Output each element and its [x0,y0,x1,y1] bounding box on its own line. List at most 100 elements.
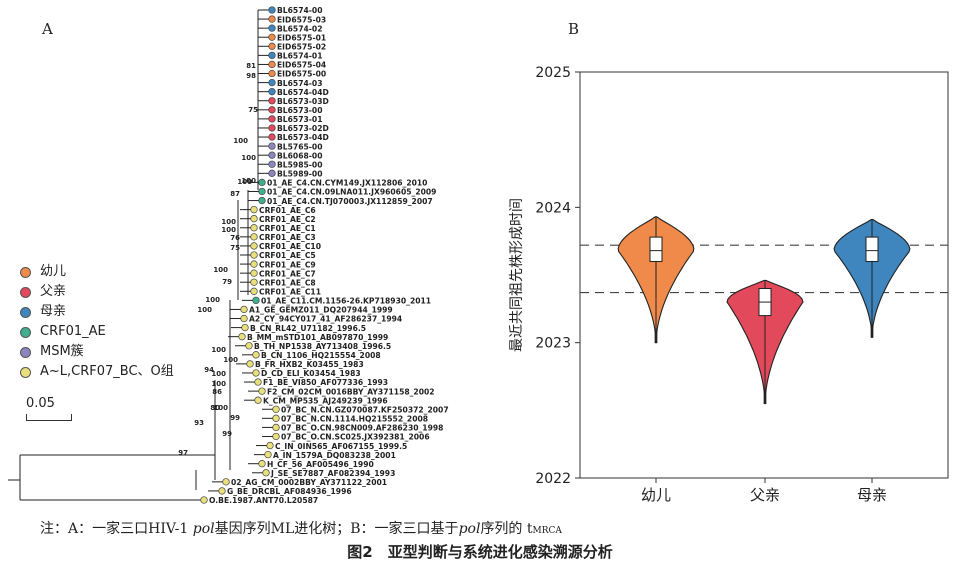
bootstrap-value: 100 [223,356,238,364]
tip-marker [268,160,276,168]
tip-marker [272,405,280,413]
legend-label: 父亲 [40,284,67,299]
tip-label: B_CN_1106_HQ215554_2008 [261,351,381,360]
tip-marker [258,460,266,468]
bootstrap-value: 87 [230,190,240,198]
legend-swatch [20,306,31,318]
tip-marker [268,169,276,177]
tip-label: EID6575-01 [277,33,326,42]
x-tick-label: 幼儿 [641,486,671,504]
bootstrap-value: 81 [246,62,256,70]
tip-marker [272,432,280,441]
tip-label: BL6574-04D [277,88,329,97]
tip-label: O.BE.1987.ANT70.L20587 [209,496,318,505]
tip-marker [250,278,258,286]
tip-marker [254,396,262,404]
tip-label: BL6574-00 [277,6,322,15]
tip-label: BL6573-02D [277,124,329,133]
tip-label: B_TH_NP1538_AY713408_1996.5 [254,342,391,351]
tip-marker [246,360,254,368]
bootstrap-value: 76 [230,234,240,242]
bootstrap-value: 80 [210,404,220,412]
bootstrap-value: 100 [213,404,228,412]
bootstrap-value: 94 [204,366,214,374]
tip-marker [240,305,248,314]
legend-swatch [20,346,31,358]
tip-label: EID6575-00 [277,70,326,79]
tip-marker [272,414,280,422]
legend-swatch [20,326,31,338]
tree-legend: 幼儿 父亲 母亲 CRF01_AE MSM簇 A~L,CRF07_BC、O组 [20,262,174,382]
bootstrap-value: 99 [222,430,232,438]
legend-swatch [20,286,31,298]
x-tick-label: 母亲 [857,486,887,504]
y-tick-label: 2023 [535,336,571,352]
tip-marker [266,441,274,450]
tip-marker [268,106,276,114]
tip-marker [268,15,276,23]
tip-label: J_SE_SE7887_AF082394_1993 [270,469,395,478]
tip-label: 01_AE_C4.CN.TJ070003.JX112859_2007 [267,197,433,206]
tip-label: CRF01_AE_C3 [259,233,316,242]
legend-item: 父亲 [20,282,174,302]
tip-marker [268,69,276,78]
legend-item: CRF01_AE [20,322,174,342]
tip-label: 07_BC_O.CN.98CN009.AF286230_1998 [281,424,443,433]
y-tick-label: 2024 [535,200,571,216]
tip-marker [250,205,258,214]
tip-label: CRF01_AE_C7 [259,269,316,278]
bootstrap-value: 100 [205,296,220,304]
bootstrap-value: 100 [213,266,228,274]
tip-label: CRF01_AE_C10 [259,242,321,251]
bootstrap-value: 100 [241,177,256,185]
legend-item: 幼儿 [20,262,174,282]
legend-item: A~L,CRF07_BC、O组 [20,362,174,382]
tip-label: BL6573-04D [277,133,329,142]
tip-label: BL6573-01 [277,115,322,124]
scale-bar [26,414,72,421]
tip-label: 07_BC_N.CN.1114.HQ215552_2008 [281,415,428,424]
tip-label: B_FR_HXB2_K03455_1983 [255,360,364,369]
bootstrap-value: 97 [178,449,188,457]
tip-marker [268,60,276,69]
x-tick-label: 父亲 [750,486,780,504]
tip-label: C_IN_0IN565_AF067155_1999.5 [275,442,407,451]
tip-label: 07_BC_N.CN.GZ070087.KF250372_2007 [281,405,449,414]
bootstrap-value: 75 [248,106,258,114]
tip-marker [268,124,276,132]
tip-label: 01_AE_C4.CN.09LNA011.JX960605_2009 [267,188,436,197]
bootstrap-value: 100 [221,218,236,226]
tip-label: 01_AE_C11.CM.1156-26.KP718930_2011 [261,297,431,306]
tip-label: F2_CM_02CM_0016BBY_AY371158_2002 [267,387,435,396]
tip-marker [268,78,276,87]
tip-label: F1_BE_VI850_AF077336_1993 [263,378,388,387]
tip-marker [222,478,230,486]
legend-item: 母亲 [20,302,174,322]
tip-marker [252,351,260,359]
bootstrap-value: 100 [197,306,212,314]
y-tick-label: 2025 [535,65,571,81]
tip-marker [252,369,260,377]
bootstrap-value: 75 [230,244,240,252]
tip-label: BL5765-00 [277,142,322,151]
tip-marker [245,342,253,350]
tip-marker [238,333,246,341]
tip-label: CRF01_AE_C11 [259,287,321,296]
bootstrap-value: 86 [212,388,222,396]
bootstrap-value: 100 [233,137,248,145]
panel-a-letter: A [42,20,53,38]
tip-marker [258,178,266,187]
tip-label: BL6068-00 [277,151,322,160]
tip-label: BL6574-01 [277,52,322,61]
tip-marker [241,323,249,332]
tip-label: EID6575-03 [277,15,326,24]
tip-marker [200,496,208,504]
tip-label: CRF01_AE_C8 [259,278,316,287]
tip-label: BL6573-03D [277,97,329,106]
tip-marker [258,196,266,205]
tip-label: BL6574-02 [277,24,322,33]
bootstrap-value: 93 [194,419,204,427]
